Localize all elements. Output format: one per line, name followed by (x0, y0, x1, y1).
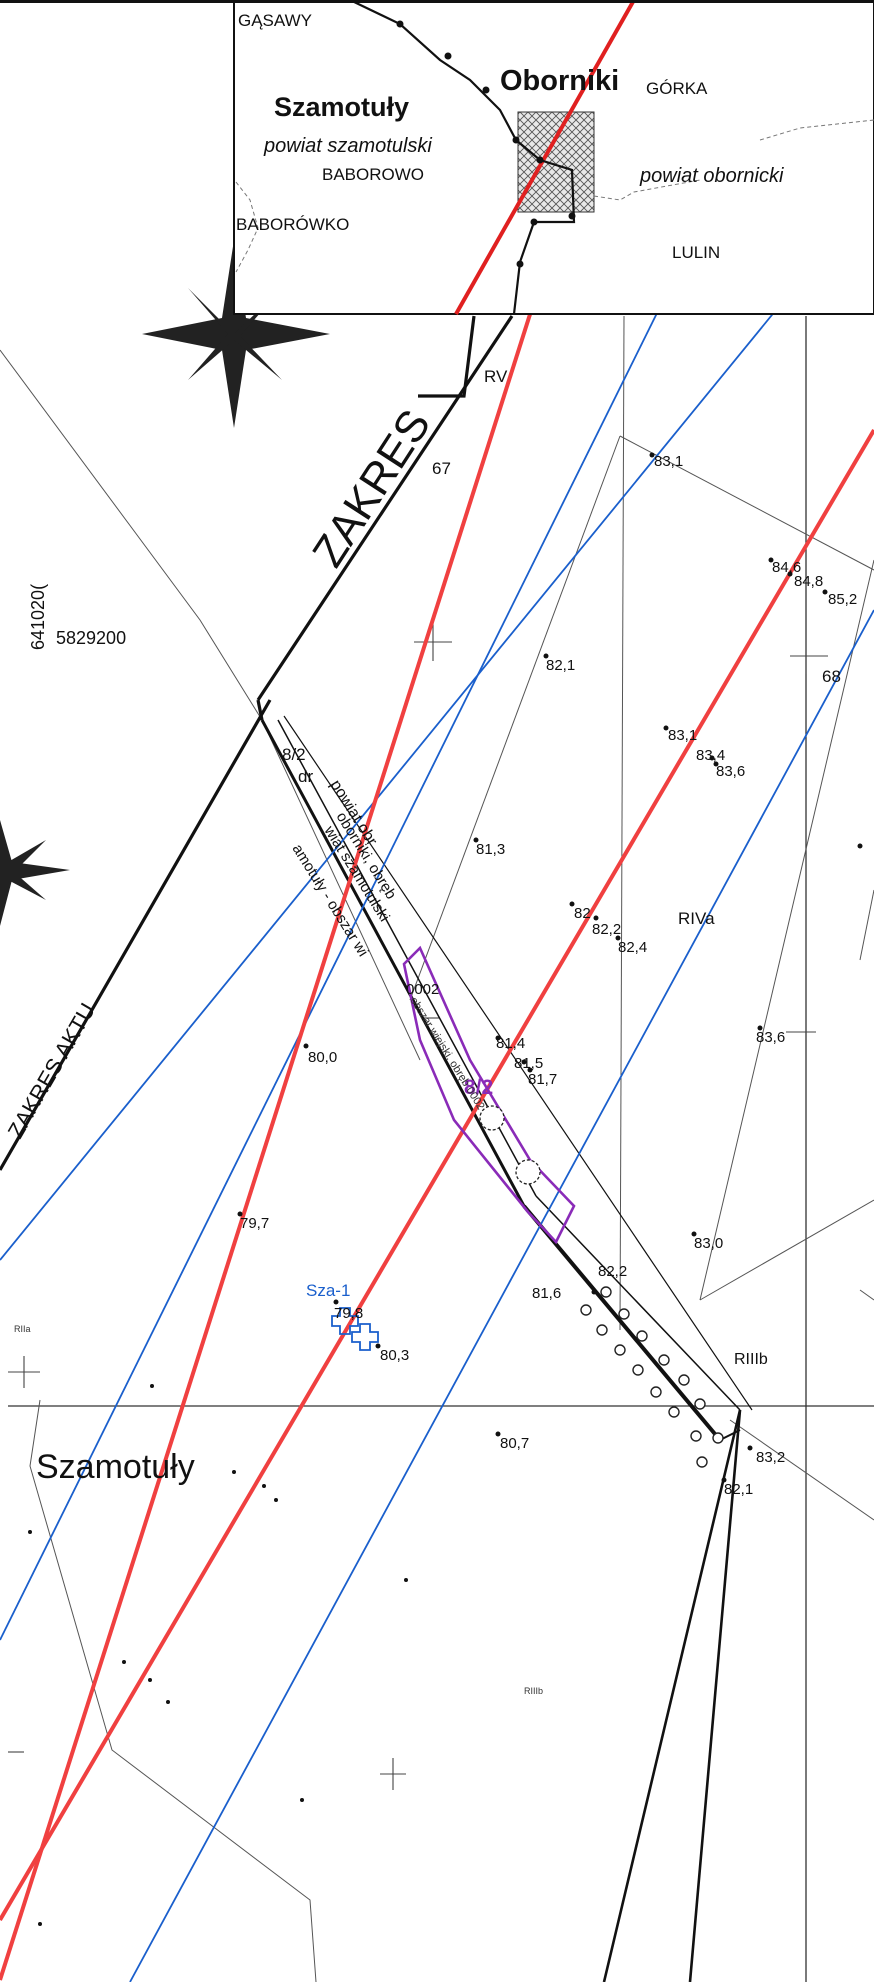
elevation-label: 82,1 (724, 1481, 753, 1498)
grid-crosses (8, 623, 828, 1790)
borehole-sza-1-symbol (331, 1307, 379, 1351)
road-circle-markers (580, 1286, 724, 1468)
parcel-riva: RIVa (678, 909, 715, 928)
inset-place-baborowo: BABOROWO (322, 165, 424, 184)
elevation-label: 81,7 (528, 1071, 557, 1088)
coordinate-easting: 5829200 (56, 628, 126, 648)
red-axis-line (0, 0, 632, 1981)
inset-town-oborniki: Oborniki (500, 65, 619, 97)
parcel-dr: dr (298, 767, 313, 786)
elevation-dots (28, 452, 863, 1926)
parcel-67: 67 (432, 459, 451, 478)
elevation-label: 80,7 (500, 1435, 529, 1452)
inset-place-baborowko: BABORÓWKO (236, 215, 349, 234)
elevation-label: 85,2 (828, 591, 857, 608)
elevation-label: 81,4 (496, 1035, 525, 1052)
parcel-68: 68 (822, 667, 841, 686)
tree-symbols (479, 1105, 541, 1185)
elevation-label: 84,8 (794, 573, 823, 590)
inset-powiat-szamotulski: powiat szamotulski (263, 135, 432, 157)
elevation-label: 82 (574, 905, 591, 922)
compass-icon-partial (0, 820, 70, 926)
elevation-label: 79,7 (240, 1215, 269, 1232)
parcel-riiib-small: RIIIb (524, 1686, 543, 1696)
elevation-label: 80,3 (380, 1347, 409, 1364)
elevation-label: 83,6 (756, 1029, 785, 1046)
road-corridor (260, 715, 753, 1982)
elevation-label: 83,2 (756, 1449, 785, 1466)
elevation-label: 83,6 (716, 763, 745, 780)
inset-place-lulin: LULIN (672, 243, 720, 262)
inset-place-gasawy: GĄSAWY (238, 11, 312, 30)
inset-map (233, 0, 874, 315)
parcel-rila: RIIa (14, 1324, 31, 1334)
parcel-riiib: RIIIb (734, 1351, 768, 1368)
elevation-label: 82,2 (598, 1263, 627, 1280)
elevation-label: 81,3 (476, 841, 505, 858)
parcel-8-2-outline (402, 945, 576, 1245)
town-label-szamotuly: Szamotuły (36, 1448, 195, 1486)
elevation-label: 83,1 (668, 727, 697, 744)
parcel-rv: RV (484, 367, 508, 386)
zakres-boundary (0, 315, 514, 1171)
thin-boundaries (0, 315, 874, 1982)
elevation-label: 81,6 (532, 1285, 561, 1302)
parcel-8-2-purple: 8/2 (464, 1076, 493, 1099)
coordinate-vertical: 641020( (28, 584, 48, 650)
inset-town-szamotuly: Szamotuły (274, 92, 409, 122)
elevation-label: 83,1 (654, 453, 683, 470)
southern-road-edge (602, 1409, 742, 1982)
elevation-label: 82,1 (546, 657, 575, 674)
elevation-label: 83,4 (696, 747, 725, 764)
elevation-label: 81,5 (514, 1055, 543, 1072)
inset-powiat-obornicki: powiat obornicki (639, 165, 784, 187)
elevation-label: 82,4 (618, 939, 647, 956)
elevation-label: 83,0 (694, 1235, 723, 1252)
boundary-text-0002: 0002 (406, 981, 439, 998)
red-axis-line-main (0, 428, 874, 1922)
elevation-label: 82,2 (592, 921, 621, 938)
top-border (0, 0, 874, 3)
grid-lines (8, 316, 874, 1982)
elevation-label: 80,0 (308, 1049, 337, 1066)
elevation-label: 84,6 (772, 559, 801, 576)
elevation-label: 79,8 (334, 1305, 363, 1322)
borehole-label: Sza-1 (306, 1281, 350, 1300)
parcel-8-2-left: 8/2 (282, 745, 306, 764)
inset-place-gorka: GÓRKA (646, 79, 708, 98)
